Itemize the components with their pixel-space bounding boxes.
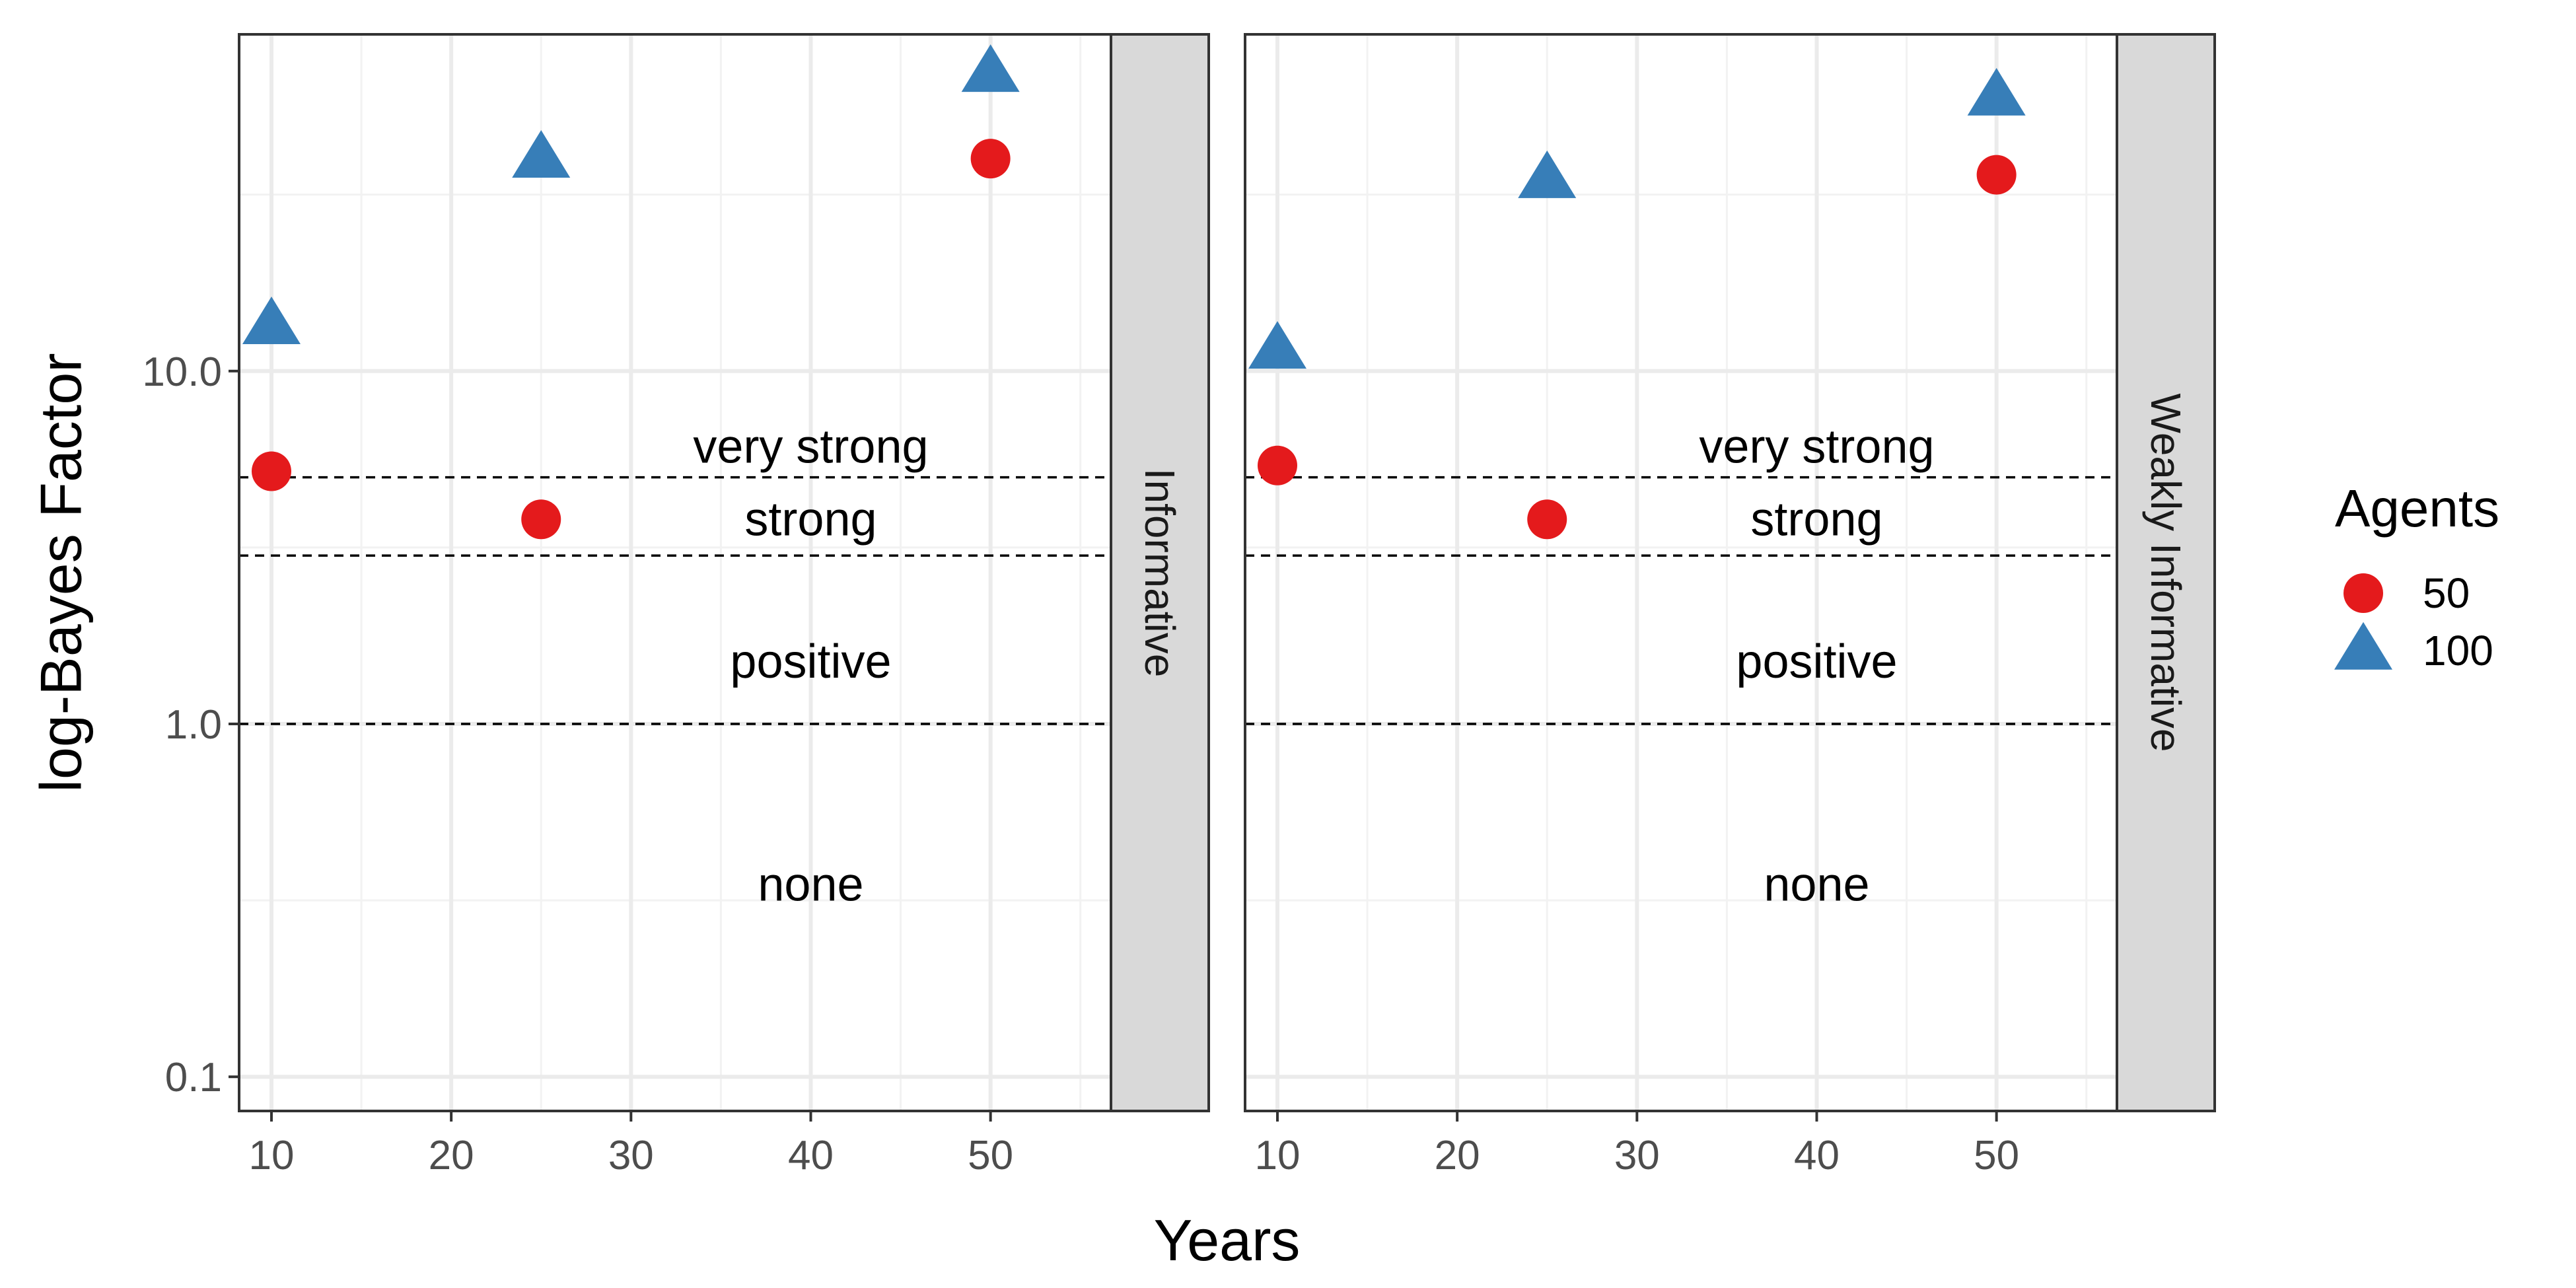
region-label: strong	[1750, 493, 1882, 546]
legend-label: 50	[2423, 569, 2470, 617]
x-tick-label: 30	[1614, 1133, 1660, 1178]
x-tick-label: 40	[1794, 1133, 1840, 1178]
data-point-agents-50	[1976, 155, 2017, 195]
x-axis-title: Years	[1154, 1207, 1301, 1273]
facet-strip-label: Weakly Informative	[2142, 394, 2190, 752]
data-point-agents-50	[1257, 445, 1297, 485]
x-tick-label: 10	[249, 1133, 295, 1178]
x-tick-label: 10	[1255, 1133, 1301, 1178]
data-point-agents-100	[961, 44, 1020, 92]
data-point-agents-100	[1518, 150, 1577, 198]
region-label: positive	[730, 635, 891, 688]
data-point-agents-50	[251, 451, 291, 491]
y-tick-label: 0.1	[165, 1055, 222, 1100]
data-point-agents-100	[1967, 67, 2026, 116]
x-tick-label: 50	[968, 1133, 1013, 1178]
panel-background	[1245, 34, 2117, 1111]
legend: Agents 50 100	[2334, 479, 2499, 674]
data-point-agents-100	[1248, 321, 1306, 369]
region-label: very strong	[1699, 420, 1934, 473]
x-tick-label: 20	[1435, 1133, 1480, 1178]
y-axis-title: log-Bayes Factor	[28, 353, 94, 792]
facet-strip-label: Informative	[1136, 468, 1184, 678]
facet-strip	[1110, 33, 1210, 1112]
panel-background	[239, 34, 1111, 1111]
legend-label: 100	[2423, 627, 2493, 674]
data-point-agents-50	[970, 139, 1011, 179]
x-tick-label: 50	[1974, 1133, 2019, 1178]
data-point-agents-100	[512, 129, 571, 178]
data-point-agents-50	[1527, 499, 1567, 540]
y-tick-label: 10.0	[142, 349, 222, 395]
y-tick-label: 1.0	[165, 702, 222, 748]
data-point-agents-100	[242, 296, 301, 344]
region-label: strong	[744, 493, 877, 546]
region-label: none	[758, 859, 863, 912]
x-tick-label: 40	[788, 1133, 834, 1178]
region-label: none	[1764, 859, 1869, 912]
panel-2: very strong strong positive none Weakly Info…	[1244, 33, 2216, 1178]
legend-key-circle	[2343, 573, 2383, 613]
region-label: positive	[1736, 635, 1897, 688]
region-label: very strong	[693, 420, 928, 473]
panel-1: very strong strong positive none Informative…	[238, 33, 1210, 1178]
data-point-agents-50	[521, 499, 561, 540]
x-tick-label: 20	[429, 1133, 474, 1178]
legend-title: Agents	[2335, 479, 2499, 538]
x-tick-label: 30	[608, 1133, 654, 1178]
legend-key-triangle	[2334, 622, 2392, 670]
facet-strip	[2116, 33, 2216, 1112]
